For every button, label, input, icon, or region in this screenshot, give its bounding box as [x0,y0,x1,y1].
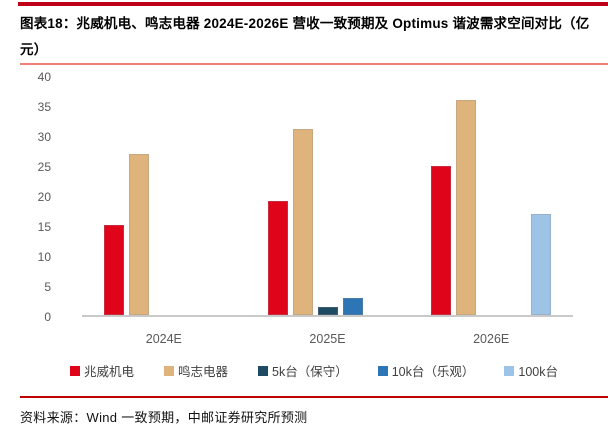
y-tick: 0 [44,310,51,324]
bar-group-2025e [246,77,410,315]
chart-legend: 兆威机电 鸣志电器 5k台（保守） 10k台（乐观） 100k台 [20,361,608,380]
bar-5k-conservative-2025e [317,306,338,315]
legend-label: 5k台（保守） [272,365,348,379]
source-note: 资料来源：Wind 一致预期，中邮证券研究所预测 [20,410,308,425]
bar-slot-zhaowei [267,77,288,315]
bar-slot-10k-optimistic [342,77,363,315]
x-axis: 2024E 2025E 2026E [82,332,573,346]
bar-slot-100k [531,77,552,315]
bar-slot-mingzhi [456,77,477,315]
legend-marker-icon [258,365,269,376]
x-tick-2026e: 2026E [473,332,510,346]
bar-mingzhi-2025e [292,128,313,315]
bar-100k-2026e [531,214,552,315]
bar-group-2026e [409,77,573,315]
y-tick: 5 [44,280,51,294]
bar-slot-10k-optimistic [506,77,526,315]
y-tick: 20 [37,190,51,204]
bar-slot-mingzhi [292,77,313,315]
bar-zhaowei-2025e [267,200,288,315]
y-tick: 40 [37,70,51,84]
plot-row: 40 35 30 25 20 15 10 5 0 [20,70,608,325]
source-divider [20,396,608,398]
bar-zhaowei-2026e [431,166,452,315]
legend-marker-icon [164,365,175,376]
legend-item-100k: 100k台 [504,361,558,380]
revenue-comparison-chart: 40 35 30 25 20 15 10 5 0 2024E 2025E 202… [20,63,608,388]
legend-label: 100k台 [518,365,558,379]
bar-mingzhi-2024e [128,154,149,315]
figure-title: 图表18：兆威机电、鸣志电器 2024E-2026E 营收一致预期及 Optim… [20,16,590,57]
y-axis: 40 35 30 25 20 15 10 5 0 [20,69,82,325]
bar-slot-mingzhi [128,77,149,315]
legend-label: 鸣志电器 [178,365,229,379]
bar-group-2024e [82,77,246,315]
legend-item-mingzhi: 鸣志电器 [164,361,228,380]
legend-item-5k-conservative: 5k台（保守） [258,361,348,380]
bar-mingzhi-2026e [456,99,477,315]
bar-slot-10k-optimistic [179,77,199,315]
legend-marker-icon [504,365,515,376]
y-tick: 35 [37,100,51,114]
bar-slot-zhaowei [431,77,452,315]
bar-slot-5k-conservative [154,77,174,315]
y-tick: 10 [37,250,51,264]
bar-slot-100k [368,77,388,315]
y-tick: 25 [37,160,51,174]
x-tick-2025e: 2025E [309,332,346,346]
plot-area [82,77,573,317]
legend-label: 兆威机电 [84,365,135,379]
bar-slot-100k [204,77,224,315]
legend-marker-icon [70,365,80,376]
bar-slot-zhaowei [103,77,124,315]
y-tick: 30 [37,130,51,144]
y-tick: 15 [37,220,51,234]
legend-item-10k-optimistic: 10k台（乐观） [377,361,475,380]
legend-item-zhaowei: 兆威机电 [70,361,134,380]
x-tick-2024e: 2024E [145,332,182,346]
bar-slot-5k-conservative [317,77,338,315]
bar-slot-5k-conservative [481,77,501,315]
top-divider [18,2,608,6]
bar-10k-optimistic-2025e [342,297,363,315]
bar-zhaowei-2024e [103,224,124,315]
legend-label: 10k台（乐观） [391,365,475,379]
legend-marker-icon [377,365,388,376]
